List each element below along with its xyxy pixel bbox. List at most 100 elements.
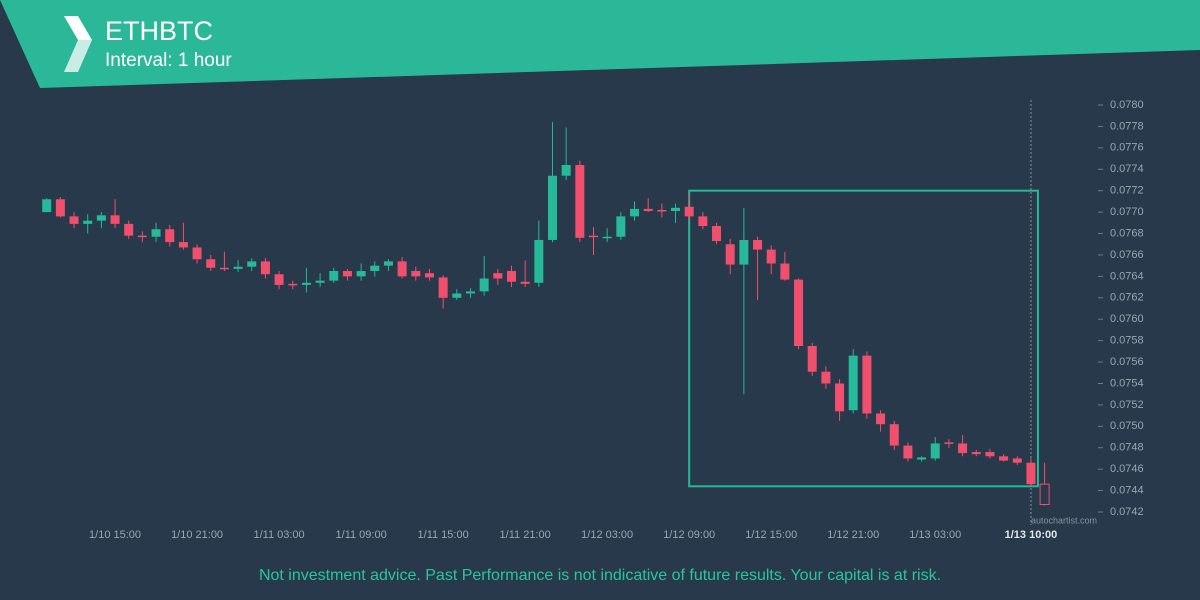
- y-tick-label: 0.0744: [1110, 484, 1144, 496]
- candle-body: [438, 277, 448, 298]
- candle-body: [165, 229, 175, 243]
- candle-body: [903, 445, 913, 459]
- candle-body: [233, 266, 243, 269]
- candle-body: [616, 216, 626, 237]
- candle-body: [999, 456, 1009, 461]
- candle-body: [69, 216, 79, 224]
- y-tick-label: 0.0754: [1110, 377, 1144, 389]
- y-tick-label: 0.0766: [1110, 249, 1144, 261]
- candle-body: [698, 216, 708, 227]
- candle-body: [534, 239, 544, 283]
- candle-body: [55, 199, 65, 217]
- candle-body: [1026, 462, 1036, 485]
- x-tick-label: 1/10 21:00: [171, 529, 223, 541]
- x-tick-label: 1/11 21:00: [500, 529, 551, 541]
- candle-body: [452, 293, 462, 298]
- candle-body: [753, 239, 763, 250]
- pattern-box: [688, 189, 1039, 488]
- y-tick-label: 0.0774: [1110, 163, 1144, 175]
- candle-body: [657, 209, 667, 212]
- disclaimer: Not investment advice. Past Performance …: [259, 567, 941, 584]
- candle-body: [807, 345, 817, 372]
- candle-body: [684, 206, 694, 217]
- candle-body: [561, 164, 571, 176]
- candle-body: [589, 235, 598, 238]
- candle-body: [643, 208, 653, 212]
- candle-body: [151, 229, 161, 237]
- y-tick-label: 0.0764: [1110, 270, 1144, 282]
- symbol: ETHBTC: [105, 16, 213, 46]
- candle-body: [206, 259, 216, 268]
- y-tick-label: 0.0750: [1110, 420, 1144, 432]
- candle-body: [383, 261, 393, 266]
- candle-body: [137, 235, 147, 238]
- header-banner: [0, 0, 1200, 88]
- watermark: autochartist.com: [1031, 515, 1097, 525]
- y-tick-label: 0.0752: [1110, 399, 1144, 411]
- candle-body: [821, 371, 831, 384]
- candle-body: [219, 267, 229, 270]
- candle-body: [712, 226, 722, 242]
- candle-body: [260, 261, 270, 275]
- candle-body: [397, 261, 407, 277]
- x-tick-label: 1/11 15:00: [418, 529, 469, 541]
- candle-body: [766, 249, 776, 264]
- candle-body: [124, 223, 134, 236]
- candle-body: [876, 413, 886, 425]
- candle-body: [370, 265, 380, 272]
- candle-body: [42, 199, 52, 213]
- y-tick-label: 0.0778: [1110, 120, 1144, 132]
- y-tick-label: 0.0756: [1110, 356, 1144, 368]
- candle-body: [83, 220, 93, 224]
- candle-body: [671, 207, 681, 212]
- candle-body: [917, 457, 927, 460]
- x-tick-label: 1/12 21:00: [827, 529, 879, 541]
- candle-body: [794, 279, 804, 346]
- y-tick-label: 0.0762: [1110, 292, 1144, 304]
- candle-body: [780, 263, 790, 280]
- candle-body: [315, 280, 325, 283]
- candle-body: [424, 273, 434, 278]
- y-tick-label: 0.0758: [1110, 335, 1144, 347]
- candle-body: [178, 242, 188, 248]
- candle-body: [192, 247, 202, 260]
- candle-body: [725, 244, 735, 265]
- candle-body: [356, 271, 366, 277]
- candle-body: [1039, 483, 1050, 506]
- candle-body: [958, 443, 968, 454]
- x-tick-label: 1/11 03:00: [253, 529, 304, 541]
- candle-body: [301, 282, 311, 285]
- candle-body: [862, 355, 872, 414]
- y-tick-label: 0.0760: [1110, 313, 1144, 325]
- y-tick-label: 0.0780: [1110, 99, 1144, 111]
- candle-body: [835, 383, 845, 412]
- x-tick-label: 1/11 09:00: [336, 529, 387, 541]
- candle-body: [848, 355, 858, 411]
- candle-body: [520, 281, 530, 284]
- candle-body: [465, 291, 475, 294]
- candle-body: [329, 271, 339, 281]
- candle-body: [506, 271, 516, 282]
- y-tick-label: 0.0742: [1110, 506, 1144, 518]
- x-tick-label: 1/12 15:00: [745, 529, 797, 541]
- x-tick-label: 1/12 09:00: [663, 529, 715, 541]
- logo: [64, 16, 92, 72]
- candle-body: [96, 215, 106, 221]
- candle-body: [493, 273, 503, 279]
- candle-body: [602, 236, 612, 239]
- interval: Interval: 1 hour: [105, 50, 232, 71]
- candle-body: [288, 283, 298, 286]
- candle-body: [985, 452, 995, 457]
- candle-body: [274, 274, 284, 285]
- candle-body: [342, 271, 352, 277]
- candle-body: [411, 271, 421, 277]
- candle-body: [575, 164, 585, 238]
- y-tick-label: 0.0770: [1110, 206, 1144, 218]
- candle-body: [547, 175, 557, 240]
- y-tick-label: 0.0768: [1110, 227, 1144, 239]
- x-tick-label: 1/10 15:00: [89, 529, 141, 541]
- candle-body: [479, 278, 489, 292]
- candle-body: [739, 239, 749, 265]
